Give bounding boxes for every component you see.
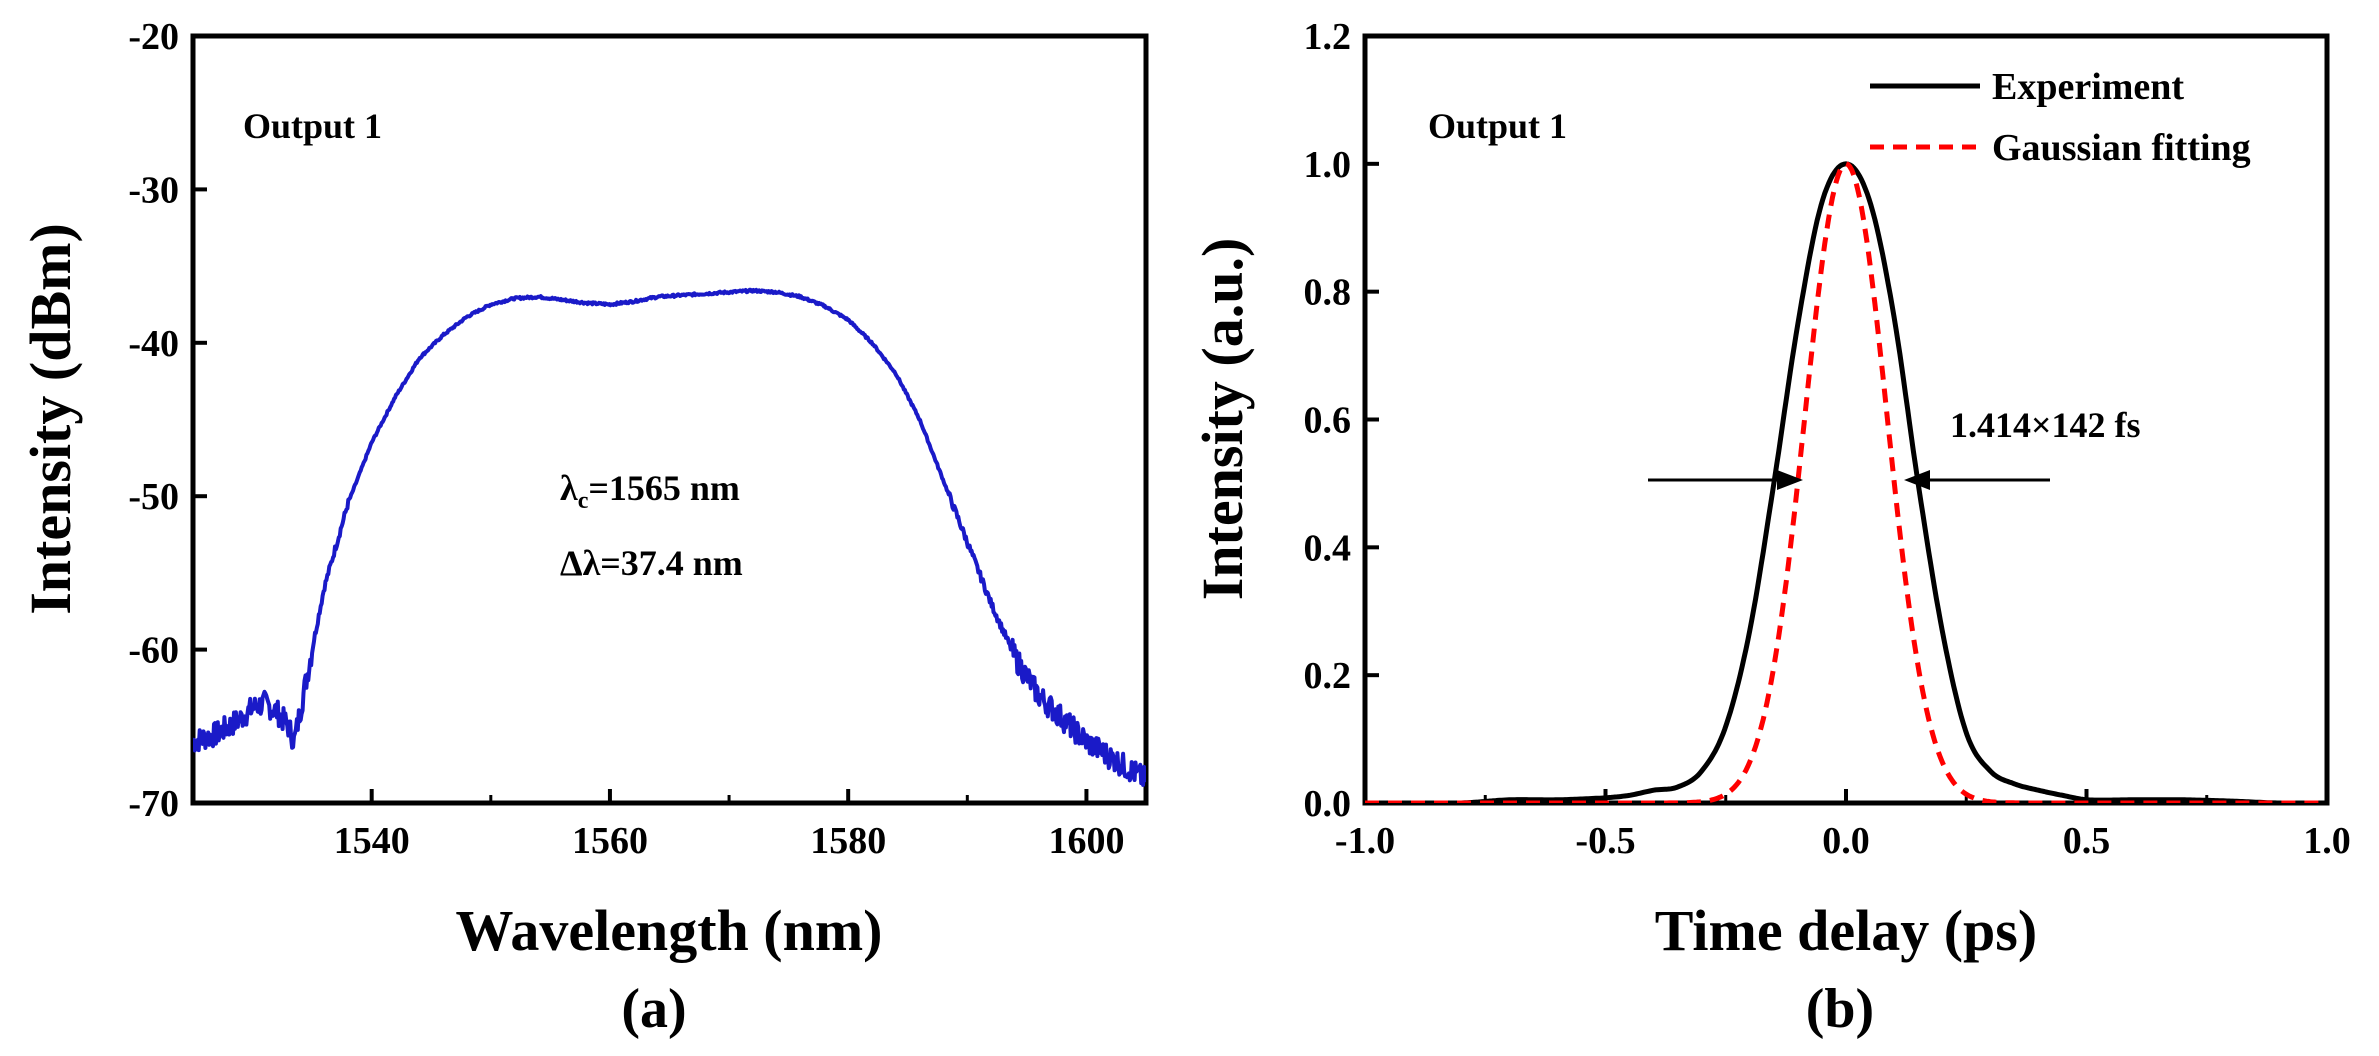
chart-a-y-tick-label: -70 — [128, 783, 179, 825]
chart-b-x-tick-label: 0.0 — [1822, 820, 1870, 862]
chart-b: -1.0 -0.5 0.0 0.5 1.0 0.0 0.2 0.4 0.6 0.8 1.0 1.2 O… — [1190, 16, 2351, 1040]
lambda-subscript: c — [578, 488, 589, 514]
chart-b-fwhm-arrows — [1648, 470, 2050, 490]
chart-b-y-tick-label: 0.2 — [1304, 655, 1352, 697]
chart-b-y-tick-label: 0.0 — [1304, 783, 1352, 825]
chart-a-y-tick-label: -60 — [128, 630, 179, 672]
legend-experiment-label: Experiment — [1992, 66, 2184, 108]
chart-b-panel-label: (b) — [1806, 978, 1874, 1040]
chart-b-y-tick-label: 1.0 — [1304, 144, 1352, 186]
chart-a-x-tick-label: 1580 — [810, 820, 886, 862]
chart-a: 1540 1560 1580 1600 -20 -30 -40 -50 -60 -70 Outpu… — [18, 16, 1149, 1040]
chart-b-y-tick-label: 0.8 — [1304, 272, 1352, 314]
chart-a-ticks: 1540 1560 1580 1600 -20 -30 -40 -50 -60 -70 — [128, 16, 1124, 862]
chart-b-x-tick-label: 0.5 — [2063, 820, 2111, 862]
chart-a-y-tick-label: -30 — [128, 169, 179, 211]
chart-b-series-gaussian-fitting — [1365, 161, 2327, 803]
fwhm-arrowhead-left — [1777, 470, 1803, 490]
chart-b-fwhm-label: 1.414×142 fs — [1950, 405, 2141, 445]
chart-a-x-tick-label: 1560 — [572, 820, 648, 862]
chart-b-series-experiment — [1365, 161, 2327, 803]
chart-b-legend: Experiment Gaussian fitting — [1870, 66, 2251, 169]
fwhm-arrowhead-right — [1904, 470, 1930, 490]
chart-b-output-label: Output 1 — [1428, 106, 1567, 146]
chart-a-y-axis-label: Intensity (dBm) — [18, 223, 83, 615]
chart-a-x-tick-label: 1540 — [334, 820, 410, 862]
chart-a-bandwidth: Δλ=37.4 nm — [560, 543, 743, 583]
chart-a-y-tick-label: -40 — [128, 323, 179, 365]
chart-b-x-tick-label: 1.0 — [2303, 820, 2351, 862]
chart-a-x-tick-label: 1600 — [1048, 820, 1124, 862]
legend-gaussian-label: Gaussian fitting — [1992, 127, 2251, 169]
lambda-symbol: λ — [560, 468, 578, 508]
chart-a-output-label: Output 1 — [243, 106, 382, 146]
chart-a-y-tick-label: -50 — [128, 476, 179, 518]
chart-b-y-axis-label: Intensity (a.u.) — [1190, 238, 1255, 601]
chart-b-x-tick-label: -1.0 — [1335, 820, 1395, 862]
chart-a-panel-label: (a) — [621, 978, 686, 1040]
chart-b-y-tick-label: 0.4 — [1304, 527, 1352, 569]
chart-b-x-axis-label: Time delay (ps) — [1655, 898, 2037, 963]
chart-b-ticks: -1.0 -0.5 0.0 0.5 1.0 0.0 0.2 0.4 0.6 0.8 1.0 1.2 — [1304, 16, 2351, 862]
chart-a-series-line — [193, 287, 1146, 787]
chart-b-y-tick-label: 0.6 — [1304, 400, 1352, 442]
chart-b-y-tick-label: 1.2 — [1304, 16, 1352, 58]
chart-a-x-axis-label: Wavelength (nm) — [456, 898, 883, 963]
chart-b-x-tick-label: -0.5 — [1575, 820, 1635, 862]
chart-a-frame — [190, 33, 1149, 806]
lambda-value: =1565 nm — [588, 468, 740, 508]
chart-a-y-tick-label: -20 — [128, 16, 179, 58]
chart-a-lambda-center: λc=1565 nm — [560, 468, 740, 514]
